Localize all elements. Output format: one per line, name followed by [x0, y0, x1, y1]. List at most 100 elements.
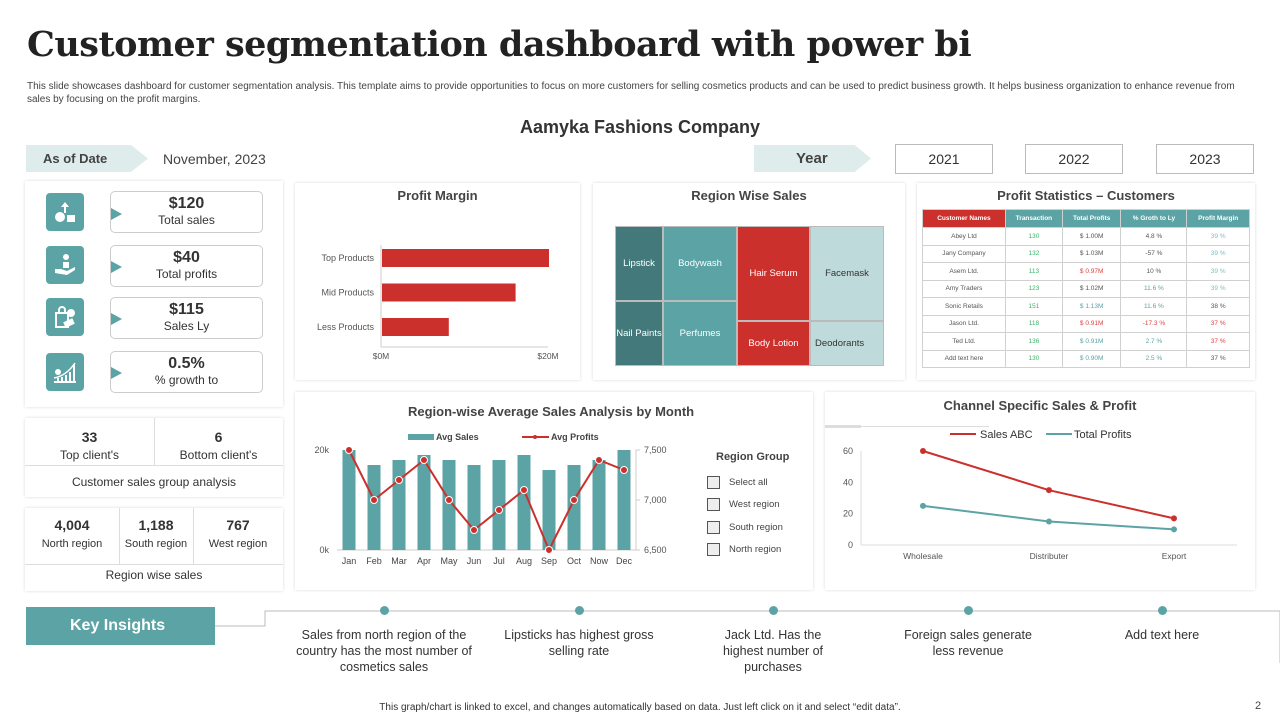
growth-chart-icon	[46, 353, 84, 391]
insight-5: Add text here	[1124, 628, 1200, 642]
kpi-growth: 0.5%% growth to	[110, 351, 263, 393]
north-region: 4,004 North region	[25, 517, 119, 550]
bar-feb	[367, 465, 381, 550]
table-cell: Jason Ltd.	[922, 314, 1006, 333]
treemap-hair-serum[interactable]: Hair Serum	[737, 226, 810, 321]
y-tick-label: 20	[843, 509, 853, 519]
as-of-date-label: As of Date	[26, 145, 148, 172]
timeline-dot	[964, 606, 973, 615]
profit-point-sep	[545, 546, 553, 554]
y-tick-label: 20k	[314, 445, 329, 455]
timeline-dot	[575, 606, 584, 615]
legend-sales-abc: Sales ABC	[980, 429, 1033, 441]
client-summary: 33 Top client's 6 Bottom client's Customer…	[25, 418, 283, 497]
hand-coins-plant-icon	[46, 246, 84, 284]
x-tick-label: Distributer	[1030, 551, 1069, 561]
table-cell: 151	[1004, 297, 1063, 316]
south-label: South region	[124, 538, 188, 550]
region-summary: 4,004 North region 1,188 South region 767 W…	[25, 508, 283, 591]
x-tick-label: Export	[1162, 551, 1187, 561]
shopping-bag-tag-icon	[46, 298, 84, 336]
treemap-bodywash[interactable]: Bodywash	[663, 226, 737, 301]
table-cell: $ 0.97M	[1061, 262, 1122, 281]
checkbox[interactable]	[707, 543, 720, 556]
legend-avg-sales-swatch	[408, 434, 434, 440]
y2-tick-label: 6,500	[644, 545, 667, 555]
table-cell: 10 %	[1120, 262, 1188, 281]
kpi-value: 0.5%	[168, 355, 205, 372]
table-cell: $ 0.90M	[1061, 349, 1122, 368]
top-clients-value: 33	[81, 429, 98, 445]
table-cell: Sonic Retails	[922, 297, 1006, 316]
table-cell: 37 %	[1186, 349, 1250, 368]
category-label: Less Products	[317, 322, 375, 332]
checkbox[interactable]	[707, 476, 720, 489]
treemap-body-lotion[interactable]: Body Lotion	[737, 321, 810, 366]
divider	[154, 418, 155, 465]
kpi-total-profits: $40 Total profits	[110, 245, 263, 287]
divider	[25, 564, 283, 565]
treemap-deodorants[interactable]: Deodorants	[810, 321, 884, 366]
profit-statistics-card: Profit Statistics – Customers Customer N…	[917, 183, 1255, 380]
table-row: Amy Traders 123 $ 1.02M 11.6 % 39 %	[922, 279, 1250, 298]
page-description: This slide showcases dashboard for custo…	[27, 81, 1235, 105]
checkbox-select-all[interactable]: Select all	[707, 476, 768, 489]
year-button-2023[interactable]: 2023	[1156, 144, 1254, 174]
channel-sales-title: Channel Specific Sales & Profit	[943, 398, 1137, 413]
table-cell: Amy Traders	[922, 279, 1006, 298]
bar-oct	[567, 465, 581, 550]
table-row: Abey Ltd 130 $ 1.00M 4.8 % 39 %	[922, 227, 1250, 246]
table-cell: 37 %	[1186, 314, 1250, 333]
year-button-2021[interactable]: 2021	[895, 144, 993, 174]
month-label: Jun	[467, 556, 482, 566]
checkbox[interactable]	[707, 498, 720, 511]
table-cell: 136	[1004, 332, 1063, 351]
point-distributer	[1046, 487, 1052, 494]
bar-top-products	[382, 249, 549, 267]
y2-tick-label: 7,000	[644, 495, 667, 505]
bar-sep	[542, 470, 556, 550]
y-tick-label: 0k	[319, 545, 329, 555]
month-label: Now	[590, 556, 609, 566]
table-cell: $ 0.91M	[1061, 314, 1122, 333]
table-cell: Add text here	[922, 349, 1006, 368]
profit-point-oct	[570, 496, 578, 504]
client-caption: Customer sales group analysis	[71, 475, 237, 489]
year-button-2022[interactable]: 2022	[1025, 144, 1123, 174]
bar-less-products	[382, 318, 449, 336]
timeline-dot	[769, 606, 778, 615]
checkbox-north-region[interactable]: North region	[707, 543, 781, 556]
region-wise-sales-card: Region Wise Sales Lipstick Nail Paints B…	[593, 183, 905, 380]
checkbox-south-region[interactable]: South region	[707, 521, 783, 534]
bar-mar	[392, 460, 406, 550]
insight-2: Lipsticks has highest gross selling rate	[504, 628, 654, 658]
month-label: Feb	[366, 556, 382, 566]
divider	[193, 508, 194, 564]
y2-tick-label: 7,500	[644, 445, 667, 455]
treemap-perfumes[interactable]: Perfumes	[663, 301, 737, 366]
table-cell: 132	[1004, 244, 1063, 263]
checkbox-west-region[interactable]: West region	[707, 498, 780, 511]
bar-now	[592, 460, 606, 550]
table-row: Sonic Retails 151 $ 1.13M 11.6 % 38 %	[922, 297, 1250, 316]
point-wholesale	[920, 502, 926, 509]
month-label: Jul	[493, 556, 505, 566]
y-tick-label: 60	[843, 446, 853, 456]
checkbox[interactable]	[707, 521, 720, 534]
table-cell: $ 1.13M	[1061, 297, 1122, 316]
bar-mid-products	[382, 283, 516, 302]
profit-margin-title: Profit Margin	[397, 188, 478, 203]
divider	[119, 508, 120, 564]
region-caption: Region wise sales	[105, 568, 203, 582]
table-cell: 11.6 %	[1120, 297, 1188, 316]
treemap-nail-paints[interactable]: Nail Paints	[615, 301, 663, 366]
month-label: Sep	[541, 556, 557, 566]
y-tick-label: 0	[848, 540, 853, 550]
treemap-facemask[interactable]: Facemask	[810, 226, 884, 321]
channel-sales-chart: Sales ABC Total Profits 0 20 40 60 Wholesale Di…	[843, 429, 1237, 561]
legend-avg-profits: Avg Profits	[551, 432, 599, 442]
table-cell: $ 1.02M	[1061, 279, 1122, 298]
table-cell: 118	[1004, 314, 1063, 333]
treemap-lipstick[interactable]: Lipstick	[615, 226, 663, 301]
channel-sales-card: Channel Specific Sales & Profit Sales AB…	[825, 392, 1255, 590]
